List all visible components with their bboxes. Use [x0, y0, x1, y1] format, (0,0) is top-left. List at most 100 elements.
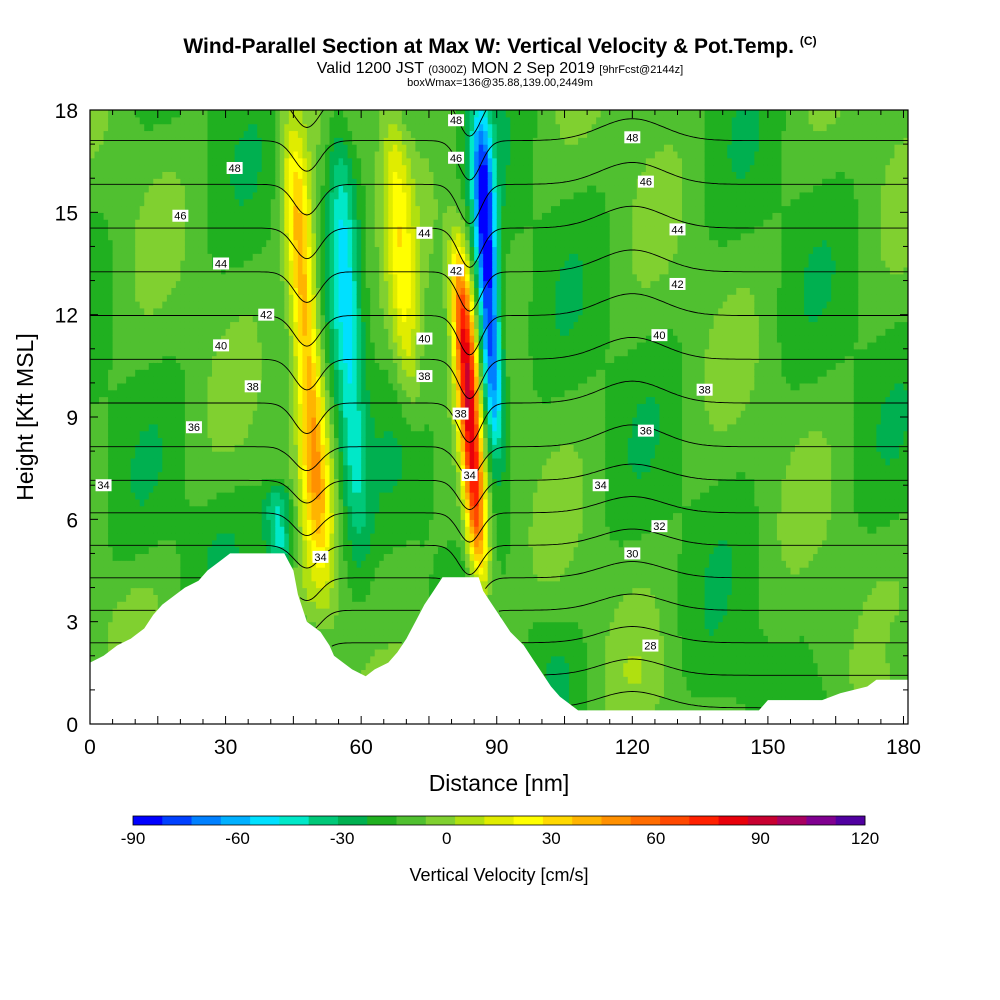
- velocity-cell: [212, 266, 218, 275]
- velocity-cell: [135, 144, 141, 152]
- velocity-cell: [293, 246, 299, 254]
- velocity-cell: [103, 307, 109, 316]
- velocity-cell: [270, 526, 276, 534]
- velocity-cell: [252, 123, 258, 132]
- velocity-cell: [329, 478, 335, 486]
- velocity-cell: [311, 355, 317, 364]
- velocity-cell: [135, 417, 141, 425]
- velocity-cell: [302, 328, 308, 336]
- velocity-cell: [297, 355, 304, 364]
- velocity-cell: [103, 601, 109, 609]
- velocity-cell: [248, 430, 254, 439]
- velocity-cell: [90, 144, 96, 152]
- velocity-cell: [126, 478, 132, 486]
- velocity-cell: [270, 301, 276, 309]
- velocity-cell: [198, 178, 204, 186]
- velocity-cell: [311, 430, 317, 439]
- velocity-cell: [148, 260, 154, 268]
- velocity-cell: [121, 437, 127, 445]
- velocity-cell: [126, 130, 132, 138]
- velocity-cell: [306, 485, 313, 493]
- velocity-cell: [266, 212, 272, 220]
- velocity-cell: [239, 144, 245, 152]
- velocity-cell: [103, 519, 109, 527]
- velocity-cell: [99, 198, 105, 207]
- velocity-cell: [284, 417, 290, 425]
- velocity-cell: [99, 532, 105, 541]
- velocity-cell: [338, 519, 344, 527]
- velocity-cell: [157, 505, 163, 514]
- velocity-cell: [325, 178, 331, 186]
- velocity-cell: [153, 246, 159, 254]
- velocity-cell: [297, 512, 304, 520]
- velocity-cell: [293, 314, 299, 323]
- velocity-cell: [284, 512, 290, 520]
- velocity-cell: [216, 150, 222, 159]
- velocity-cell: [148, 498, 154, 507]
- velocity-cell: [90, 321, 96, 329]
- velocity-cell: [90, 423, 96, 432]
- velocity-cell: [99, 635, 105, 643]
- velocity-cell: [112, 444, 118, 452]
- velocity-cell: [212, 539, 218, 548]
- velocity-cell: [230, 246, 236, 254]
- velocity-cell: [325, 191, 331, 200]
- velocity-cell: [189, 301, 195, 309]
- velocity-cell: [297, 539, 304, 548]
- velocity-cell: [126, 280, 132, 288]
- velocity-cell: [266, 239, 272, 248]
- velocity-cell: [171, 225, 177, 234]
- velocity-cell: [126, 519, 132, 527]
- velocity-cell: [184, 171, 191, 179]
- velocity-cell: [288, 464, 294, 473]
- velocity-cell: [193, 321, 200, 329]
- velocity-cell: [275, 157, 281, 166]
- velocity-cell: [243, 116, 249, 125]
- velocity-cell: [302, 178, 308, 186]
- velocity-cell: [94, 348, 100, 357]
- velocity-cell: [216, 294, 222, 302]
- velocity-cell: [329, 328, 335, 336]
- velocity-cell: [162, 457, 168, 466]
- velocity-cell: [117, 464, 123, 473]
- velocity-cell: [257, 328, 263, 336]
- velocity-cell: [153, 526, 159, 534]
- velocity-cell: [216, 464, 222, 473]
- velocity-cell: [216, 321, 222, 329]
- velocity-cell: [130, 560, 136, 568]
- velocity-cell: [135, 546, 141, 555]
- velocity-cell: [144, 601, 150, 609]
- velocity-cell: [153, 403, 159, 411]
- velocity-cell: [293, 130, 299, 138]
- velocity-cell: [130, 505, 136, 514]
- velocity-cell: [293, 485, 299, 493]
- velocity-cell: [90, 341, 96, 350]
- velocity-cell: [153, 567, 159, 575]
- velocity-cell: [334, 519, 340, 527]
- velocity-cell: [162, 150, 168, 159]
- velocity-cell: [293, 191, 299, 200]
- velocity-cell: [311, 478, 317, 486]
- velocity-cell: [338, 526, 344, 534]
- velocity-cell: [306, 301, 313, 309]
- velocity-cell: [216, 553, 222, 561]
- velocity-cell: [239, 171, 245, 179]
- velocity-cell: [288, 144, 294, 152]
- velocity-cell: [135, 287, 141, 295]
- velocity-cell: [162, 212, 168, 220]
- velocity-cell: [234, 266, 240, 275]
- velocity-cell: [257, 253, 263, 261]
- velocity-cell: [130, 144, 136, 152]
- velocity-cell: [171, 266, 177, 275]
- velocity-cell: [225, 478, 231, 486]
- velocity-cell: [239, 239, 245, 248]
- velocity-cell: [184, 144, 191, 152]
- velocity-cell: [117, 110, 123, 118]
- velocity-cell: [90, 614, 96, 623]
- velocity-cell: [184, 335, 191, 343]
- velocity-cell: [153, 560, 159, 568]
- velocity-cell: [257, 532, 263, 541]
- velocity-cell: [212, 485, 218, 493]
- velocity-cell: [130, 260, 136, 268]
- velocity-cell: [216, 369, 222, 377]
